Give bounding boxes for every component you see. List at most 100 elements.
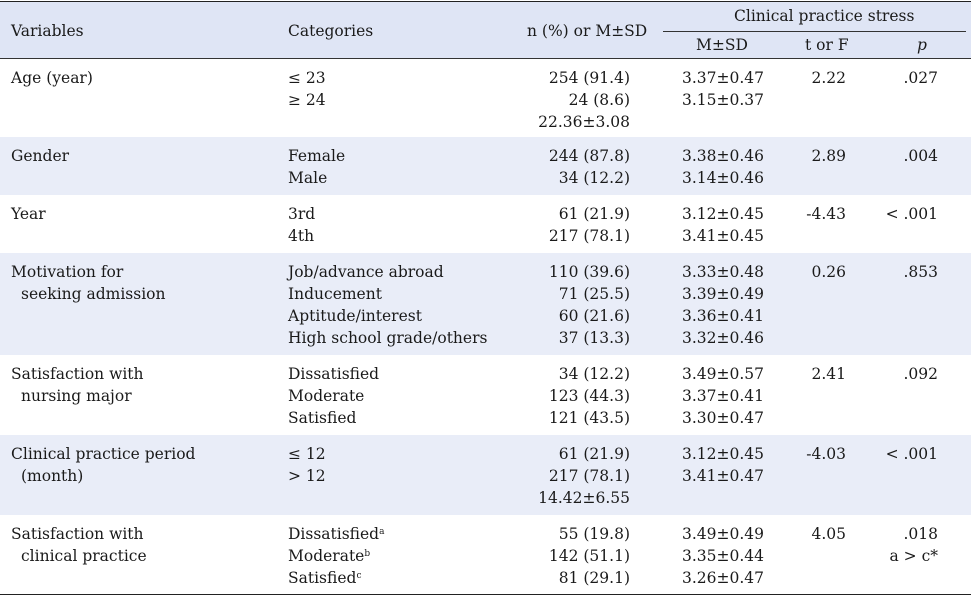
category-cell: Job/advance abroad Inducement Aptitude/int… (288, 261, 487, 349)
n-cell-line: 55 (19.8) (480, 523, 630, 545)
n-cell-text: 217 (78.1) (548, 227, 630, 245)
variable-cell-line: Motivation for (11, 261, 165, 283)
table-bottom-rule (0, 594, 971, 595)
n-cell-text: 244 (87.8) (548, 147, 630, 165)
variable-cell-line: (month) (11, 465, 195, 487)
msd-cell: 3.49±0.49 3.35±0.44 3.26±0.47 (682, 523, 764, 589)
variable-cell-text: seeking admission (21, 285, 166, 303)
msd-cell-line: 3.32±0.46 (682, 327, 764, 349)
category-cell-text: Moderate (288, 547, 365, 565)
p-value-cell: .092 (860, 363, 938, 385)
msd-cell: 3.12±0.45 3.41±0.47 (682, 443, 764, 487)
category-cell-text: Satisfied (288, 569, 357, 587)
category-cell: 3rd 4th (288, 203, 315, 247)
category-cell-line (288, 487, 326, 509)
header-group-rule (663, 31, 966, 32)
header-msd: M±SD (696, 36, 748, 54)
msd-cell-text: 3.32±0.46 (682, 329, 765, 347)
header-n-or-msd: n (%) or M±SD (527, 22, 648, 40)
t-or-f-cell-text: -4.43 (806, 205, 846, 223)
t-or-f-cell-line: 4.05 (760, 523, 846, 545)
n-cell-line: 34 (12.2) (480, 363, 630, 385)
t-or-f-cell: 2.22 (760, 67, 846, 89)
t-or-f-cell-text: 2.22 (811, 69, 846, 87)
variable-cell-text: clinical practice (21, 547, 147, 565)
t-or-f-cell-text: 2.41 (811, 365, 846, 383)
table-header: Variables Categories n (%) or M±SD Clini… (0, 2, 971, 58)
n-cell-line: 24 (8.6) (480, 89, 630, 111)
msd-cell-line: 3.33±0.48 (682, 261, 764, 283)
category-cell-line: Job/advance abroad (288, 261, 487, 283)
t-or-f-cell-line: 2.22 (760, 67, 846, 89)
msd-cell-text: 3.39±0.49 (682, 285, 765, 303)
n-cell-line: 217 (78.1) (480, 225, 630, 247)
t-or-f-cell: 2.89 (760, 145, 846, 167)
msd-cell-line: 3.49±0.57 (682, 363, 764, 385)
t-or-f-cell-line: 0.26 (760, 261, 846, 283)
category-cell-text: > 12 (288, 467, 326, 485)
variable-cell-line: Clinical practice period (11, 443, 195, 465)
n-cell-text: 55 (19.8) (558, 525, 630, 543)
msd-cell-line: 3.36±0.41 (682, 305, 764, 327)
msd-cell-text: 3.38±0.46 (682, 147, 765, 165)
t-or-f-cell-text: 0.26 (811, 263, 846, 281)
msd-cell-line: 3.39±0.49 (682, 283, 764, 305)
variable-cell: Motivation for seeking admission (11, 261, 165, 305)
category-cell-text: Dissatisfied (288, 525, 380, 543)
category-cell: ≤ 23 ≥ 24 (288, 67, 326, 133)
n-cell-line: 121 (43.5) (480, 407, 630, 429)
p-value-cell-text: < .001 (885, 205, 938, 223)
category-cell-text: Female (288, 147, 346, 165)
msd-cell: 3.49±0.57 3.37±0.41 3.30±0.47 (682, 363, 764, 429)
n-cell-text: 71 (25.5) (558, 285, 630, 303)
category-cell-line: ≤ 12 (288, 443, 326, 465)
n-cell-text: 14.42±6.55 (538, 489, 630, 507)
n-cell: 55 (19.8) 142 (51.1) 81 (29.1) (480, 523, 630, 589)
msd-cell-line: 3.30±0.47 (682, 407, 764, 429)
category-cell-line: Moderate (288, 385, 379, 407)
n-cell-line: 110 (39.6) (480, 261, 630, 283)
msd-cell: 3.37±0.47 3.15±0.37 (682, 67, 764, 111)
category-cell-line: Dissatisfieda (288, 523, 384, 545)
variable-cell-line: nursing major (11, 385, 144, 407)
msd-cell-text: 3.26±0.47 (682, 569, 765, 587)
n-cell-line: 34 (12.2) (480, 167, 630, 189)
category-cell-text: Moderate (288, 387, 365, 405)
header-clinical-practice-stress: Clinical practice stress (734, 7, 915, 25)
category-cell-line: High school grade/others (288, 327, 487, 349)
category-cell-text (288, 113, 293, 131)
msd-cell-text: 3.49±0.49 (682, 525, 765, 543)
p-value-cell-text: .853 (903, 263, 938, 281)
msd-cell-line: 3.15±0.37 (682, 89, 764, 111)
n-cell-line: 142 (51.1) (480, 545, 630, 567)
variable-cell-text: nursing major (21, 387, 132, 405)
table-row: Satisfaction with clinical practice Dissat… (0, 515, 971, 594)
category-cell-line: ≥ 24 (288, 89, 326, 111)
msd-cell-text: 3.41±0.47 (682, 467, 765, 485)
n-cell-line: 22.36±3.08 (480, 111, 630, 133)
category-cell-line: Satisfiedc (288, 567, 384, 589)
variable-cell-line: Gender (11, 145, 69, 167)
category-cell-line: Moderateb (288, 545, 384, 567)
category-cell-text: Satisfied (288, 409, 357, 427)
t-or-f-cell-line: 2.41 (760, 363, 846, 385)
header-bottom-rule (0, 58, 971, 59)
msd-cell-line: 3.38±0.46 (682, 145, 764, 167)
msd-cell-text: 3.30±0.47 (682, 409, 765, 427)
p-value-cell-line: .092 (860, 363, 938, 385)
n-cell: 110 (39.6) 71 (25.5) 60 (21.6) 37 (13.3) (480, 261, 630, 349)
category-cell-text: 4th (288, 227, 315, 245)
msd-cell-line: 3.12±0.45 (682, 203, 764, 225)
p-value-cell: < .001 (860, 443, 938, 465)
category-cell-text: 3rd (288, 205, 316, 223)
variable-cell-text: Satisfaction with (11, 365, 144, 383)
n-cell-line: 123 (44.3) (480, 385, 630, 407)
category-cell: Dissatisfieda Moderateb Satisfiedc (288, 523, 384, 589)
variable-cell-text: Age (year) (11, 69, 93, 87)
p-value-cell-line: .027 (860, 67, 938, 89)
table-row: Year 3rd 4th 61 (21.9) 217 (78.1) 3.12±0.45 3.… (0, 195, 971, 253)
category-cell-text: Aptitude/interest (288, 307, 422, 325)
category-cell-text (288, 489, 293, 507)
category-superscript: a (379, 527, 385, 537)
msd-cell-line: 3.26±0.47 (682, 567, 764, 589)
